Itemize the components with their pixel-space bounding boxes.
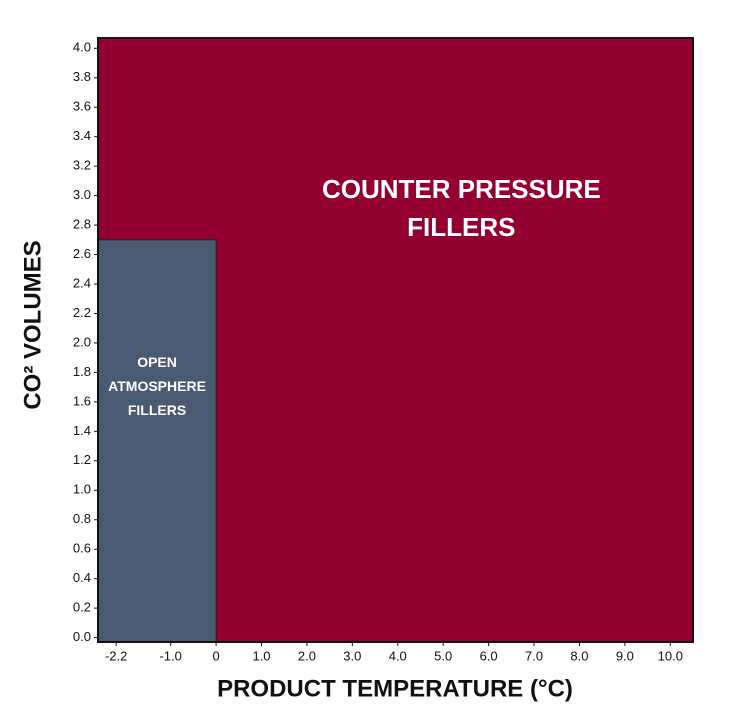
y-tick-label: 3.6 <box>73 99 91 114</box>
region <box>97 239 217 643</box>
x-tick-label: 10.0 <box>658 648 683 663</box>
y-tick-label: 1.6 <box>73 393 91 408</box>
y-tick-label: 2.0 <box>73 334 91 349</box>
y-tick-label: 1.8 <box>73 364 91 379</box>
region-label: FILLERS <box>128 402 186 418</box>
y-tick-label: 3.0 <box>73 187 91 202</box>
y-tick-label: 0.8 <box>73 511 91 526</box>
x-axis-title: PRODUCT TEMPERATURE (°C) <box>217 675 573 702</box>
region-label: FILLERS <box>407 212 515 242</box>
y-tick-label: 0.2 <box>73 600 91 615</box>
x-tick-label: 8.0 <box>570 648 588 663</box>
x-tick-label: -1.0 <box>159 648 181 663</box>
x-tick-label: 9.0 <box>616 648 634 663</box>
region-label: COUNTER PRESSURE <box>322 174 601 204</box>
x-tick-label: 3.0 <box>343 648 361 663</box>
y-tick-label: 2.2 <box>73 305 91 320</box>
y-tick-label: 2.8 <box>73 217 91 232</box>
region-label: ATMOSPHERE <box>108 378 206 394</box>
plot-frame <box>97 37 694 643</box>
x-tick-label: 5.0 <box>434 648 452 663</box>
y-tick-label: 1.4 <box>73 423 91 438</box>
x-tick-label: 4.0 <box>389 648 407 663</box>
y-tick-label: 4.0 <box>73 40 91 55</box>
y-tick-label: 0.0 <box>73 629 91 644</box>
x-tick-label: 7.0 <box>525 648 543 663</box>
y-tick-label: 0.6 <box>73 541 91 556</box>
x-tick-label: 0 <box>212 648 219 663</box>
region-label: OPEN <box>137 354 177 370</box>
y-tick-label: 1.0 <box>73 482 91 497</box>
x-tick-label: 2.0 <box>298 648 316 663</box>
x-tick-label: 1.0 <box>252 648 270 663</box>
y-tick-label: 3.8 <box>73 69 91 84</box>
y-axis-title: CO² VOLUMES <box>19 240 46 409</box>
y-tick-label: 3.4 <box>73 128 91 143</box>
y-tick-label: 3.2 <box>73 158 91 173</box>
y-tick-label: 0.4 <box>73 570 91 585</box>
y-tick-label: 2.4 <box>73 275 91 290</box>
x-tick-label: 6.0 <box>480 648 498 663</box>
y-tick-label: 2.6 <box>73 246 91 261</box>
y-tick-label: 1.2 <box>73 452 91 467</box>
x-tick-label: -2.2 <box>105 648 127 663</box>
